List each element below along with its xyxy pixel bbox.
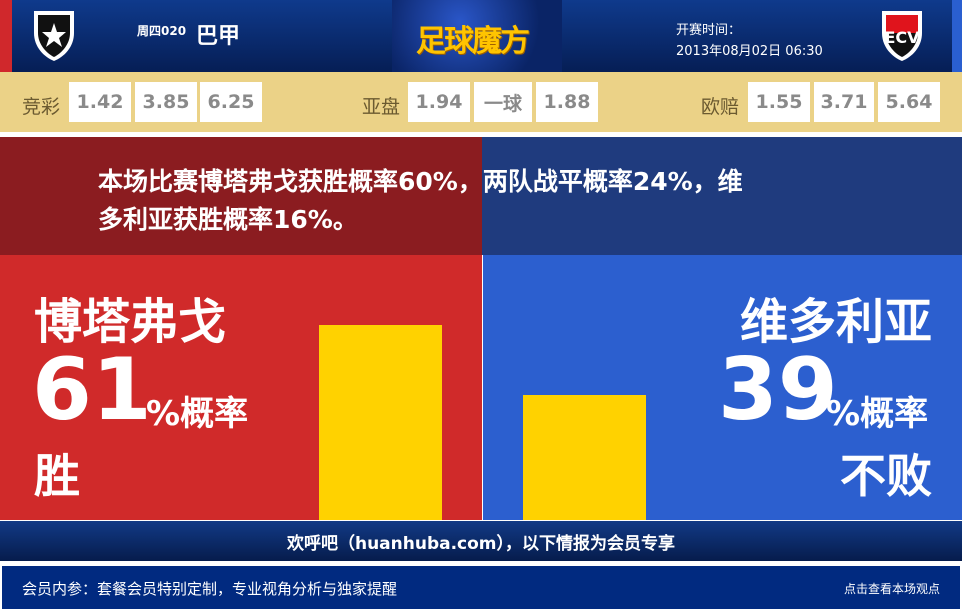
away-team-crest-icon: ECV <box>882 11 922 61</box>
jingcai-label: 竞彩 <box>22 96 61 118</box>
home-outcome: 胜 <box>34 449 80 503</box>
oupei-odds-away: 5.64 <box>878 82 940 122</box>
oupei-odds-draw: 3.71 <box>814 82 874 122</box>
away-pct-suffix: %概率 <box>826 394 929 434</box>
yapan-odds-away: 1.88 <box>536 82 598 122</box>
svg-text:ECV: ECV <box>884 28 920 47</box>
oupei-odds-home: 1.55 <box>748 82 810 122</box>
summary-line2: 多利亚获胜概率16%。 <box>98 205 358 234</box>
jingcai-odds-away: 6.25 <box>200 82 262 122</box>
jingcai-odds-draw: 3.85 <box>135 82 197 122</box>
logo-panel <box>392 0 562 72</box>
summary-left-bg <box>0 137 482 255</box>
footer-text: 会员内参：套餐会员特别定制，专业视角分析与独家提醒 <box>22 580 398 598</box>
match-code: 周四020 <box>137 24 187 38</box>
summary-line1: 本场比赛博塔弗戈获胜概率60%，两队战平概率24%，维 <box>98 167 743 196</box>
jingcai-odds-home: 1.42 <box>69 82 131 122</box>
summary-right-bg <box>482 137 962 255</box>
away-team-name: 维多利亚 <box>739 294 932 350</box>
home-pct-suffix: %概率 <box>146 394 249 434</box>
member-banner: 欢呼吧（huanhuba.com），以下情报为会员专享 <box>0 521 962 561</box>
kickoff-label: 开赛时间： <box>676 23 742 38</box>
home-team-name: 博塔弗戈 <box>34 294 227 350</box>
away-outcome: 不败 <box>840 449 932 503</box>
site-logo[interactable]: 足球魔方 <box>416 24 530 59</box>
view-analysis-link[interactable]: 点击查看本场观点 <box>843 582 940 596</box>
kickoff-time: 2013年08月02日 06:30 <box>676 44 823 59</box>
away-probability-bar <box>523 395 646 520</box>
league-name: 巴甲 <box>196 24 241 49</box>
yapan-handicap: 一球 <box>474 82 532 122</box>
away-pct: 39 <box>718 340 838 440</box>
oupei-label: 欧赔 <box>701 96 740 118</box>
footer-bar <box>2 566 960 609</box>
yapan-odds-home: 1.94 <box>408 82 470 122</box>
home-pct: 61 <box>32 340 152 440</box>
home-probability-bar <box>319 324 442 520</box>
home-team-crest-icon <box>34 11 74 61</box>
yapan-label: 亚盘 <box>362 96 401 118</box>
